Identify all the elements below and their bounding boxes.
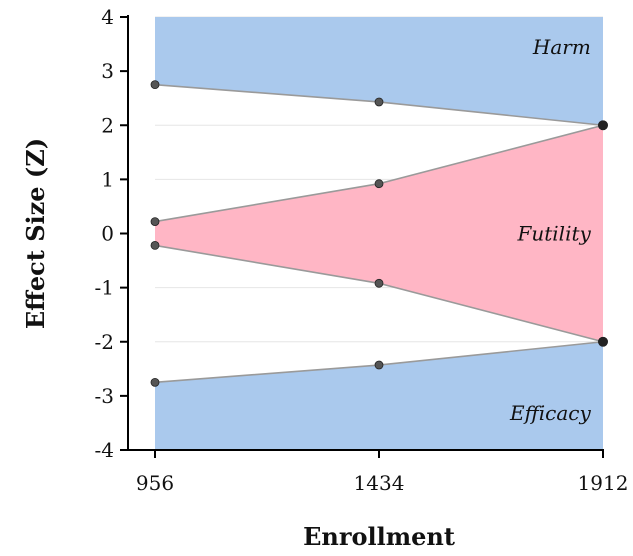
y-tick-label: 4 <box>101 5 114 29</box>
futility-upper-point <box>374 179 384 189</box>
y-axis-title: Effect Size (Z) <box>21 138 50 329</box>
futility-label: Futility <box>516 222 591 246</box>
efficacy-region <box>155 341 603 450</box>
region-labels: Harm Futility Efficacy <box>509 35 591 425</box>
axes: 4 3 2 1 0 -1 -2 -3 -4 956 1434 1912 <box>95 5 629 495</box>
y-tick-label: -3 <box>95 384 114 408</box>
futility-lower-point <box>150 241 160 250</box>
x-axis-title: Enrollment <box>303 522 455 551</box>
y-tick-label: -2 <box>95 330 114 354</box>
harm-point <box>150 80 160 90</box>
harm-label: Harm <box>532 35 591 59</box>
regions <box>155 17 603 450</box>
y-tick-label: 3 <box>101 59 114 83</box>
y-tick-label: -4 <box>95 438 114 462</box>
x-tick-label: 1912 <box>578 471 629 495</box>
efficacy-point <box>150 377 160 387</box>
y-tick-label: 1 <box>101 167 114 191</box>
efficacy-point <box>374 360 384 370</box>
harm-point <box>374 97 384 107</box>
efficacy-label: Efficacy <box>509 401 591 425</box>
boundary-points <box>150 80 608 387</box>
x-tick-label: 956 <box>136 471 174 495</box>
futility-upper-point <box>150 217 160 226</box>
y-tick-label: 0 <box>101 222 114 246</box>
futility-upper-point <box>598 120 608 131</box>
futility-lower-point <box>374 278 384 288</box>
x-tick-label: 1434 <box>354 471 405 495</box>
y-tick-label: -1 <box>95 276 114 300</box>
efficacy-point <box>598 336 608 347</box>
y-tick-label: 2 <box>101 113 114 137</box>
futility-region <box>155 125 603 342</box>
harm-region <box>155 17 603 126</box>
